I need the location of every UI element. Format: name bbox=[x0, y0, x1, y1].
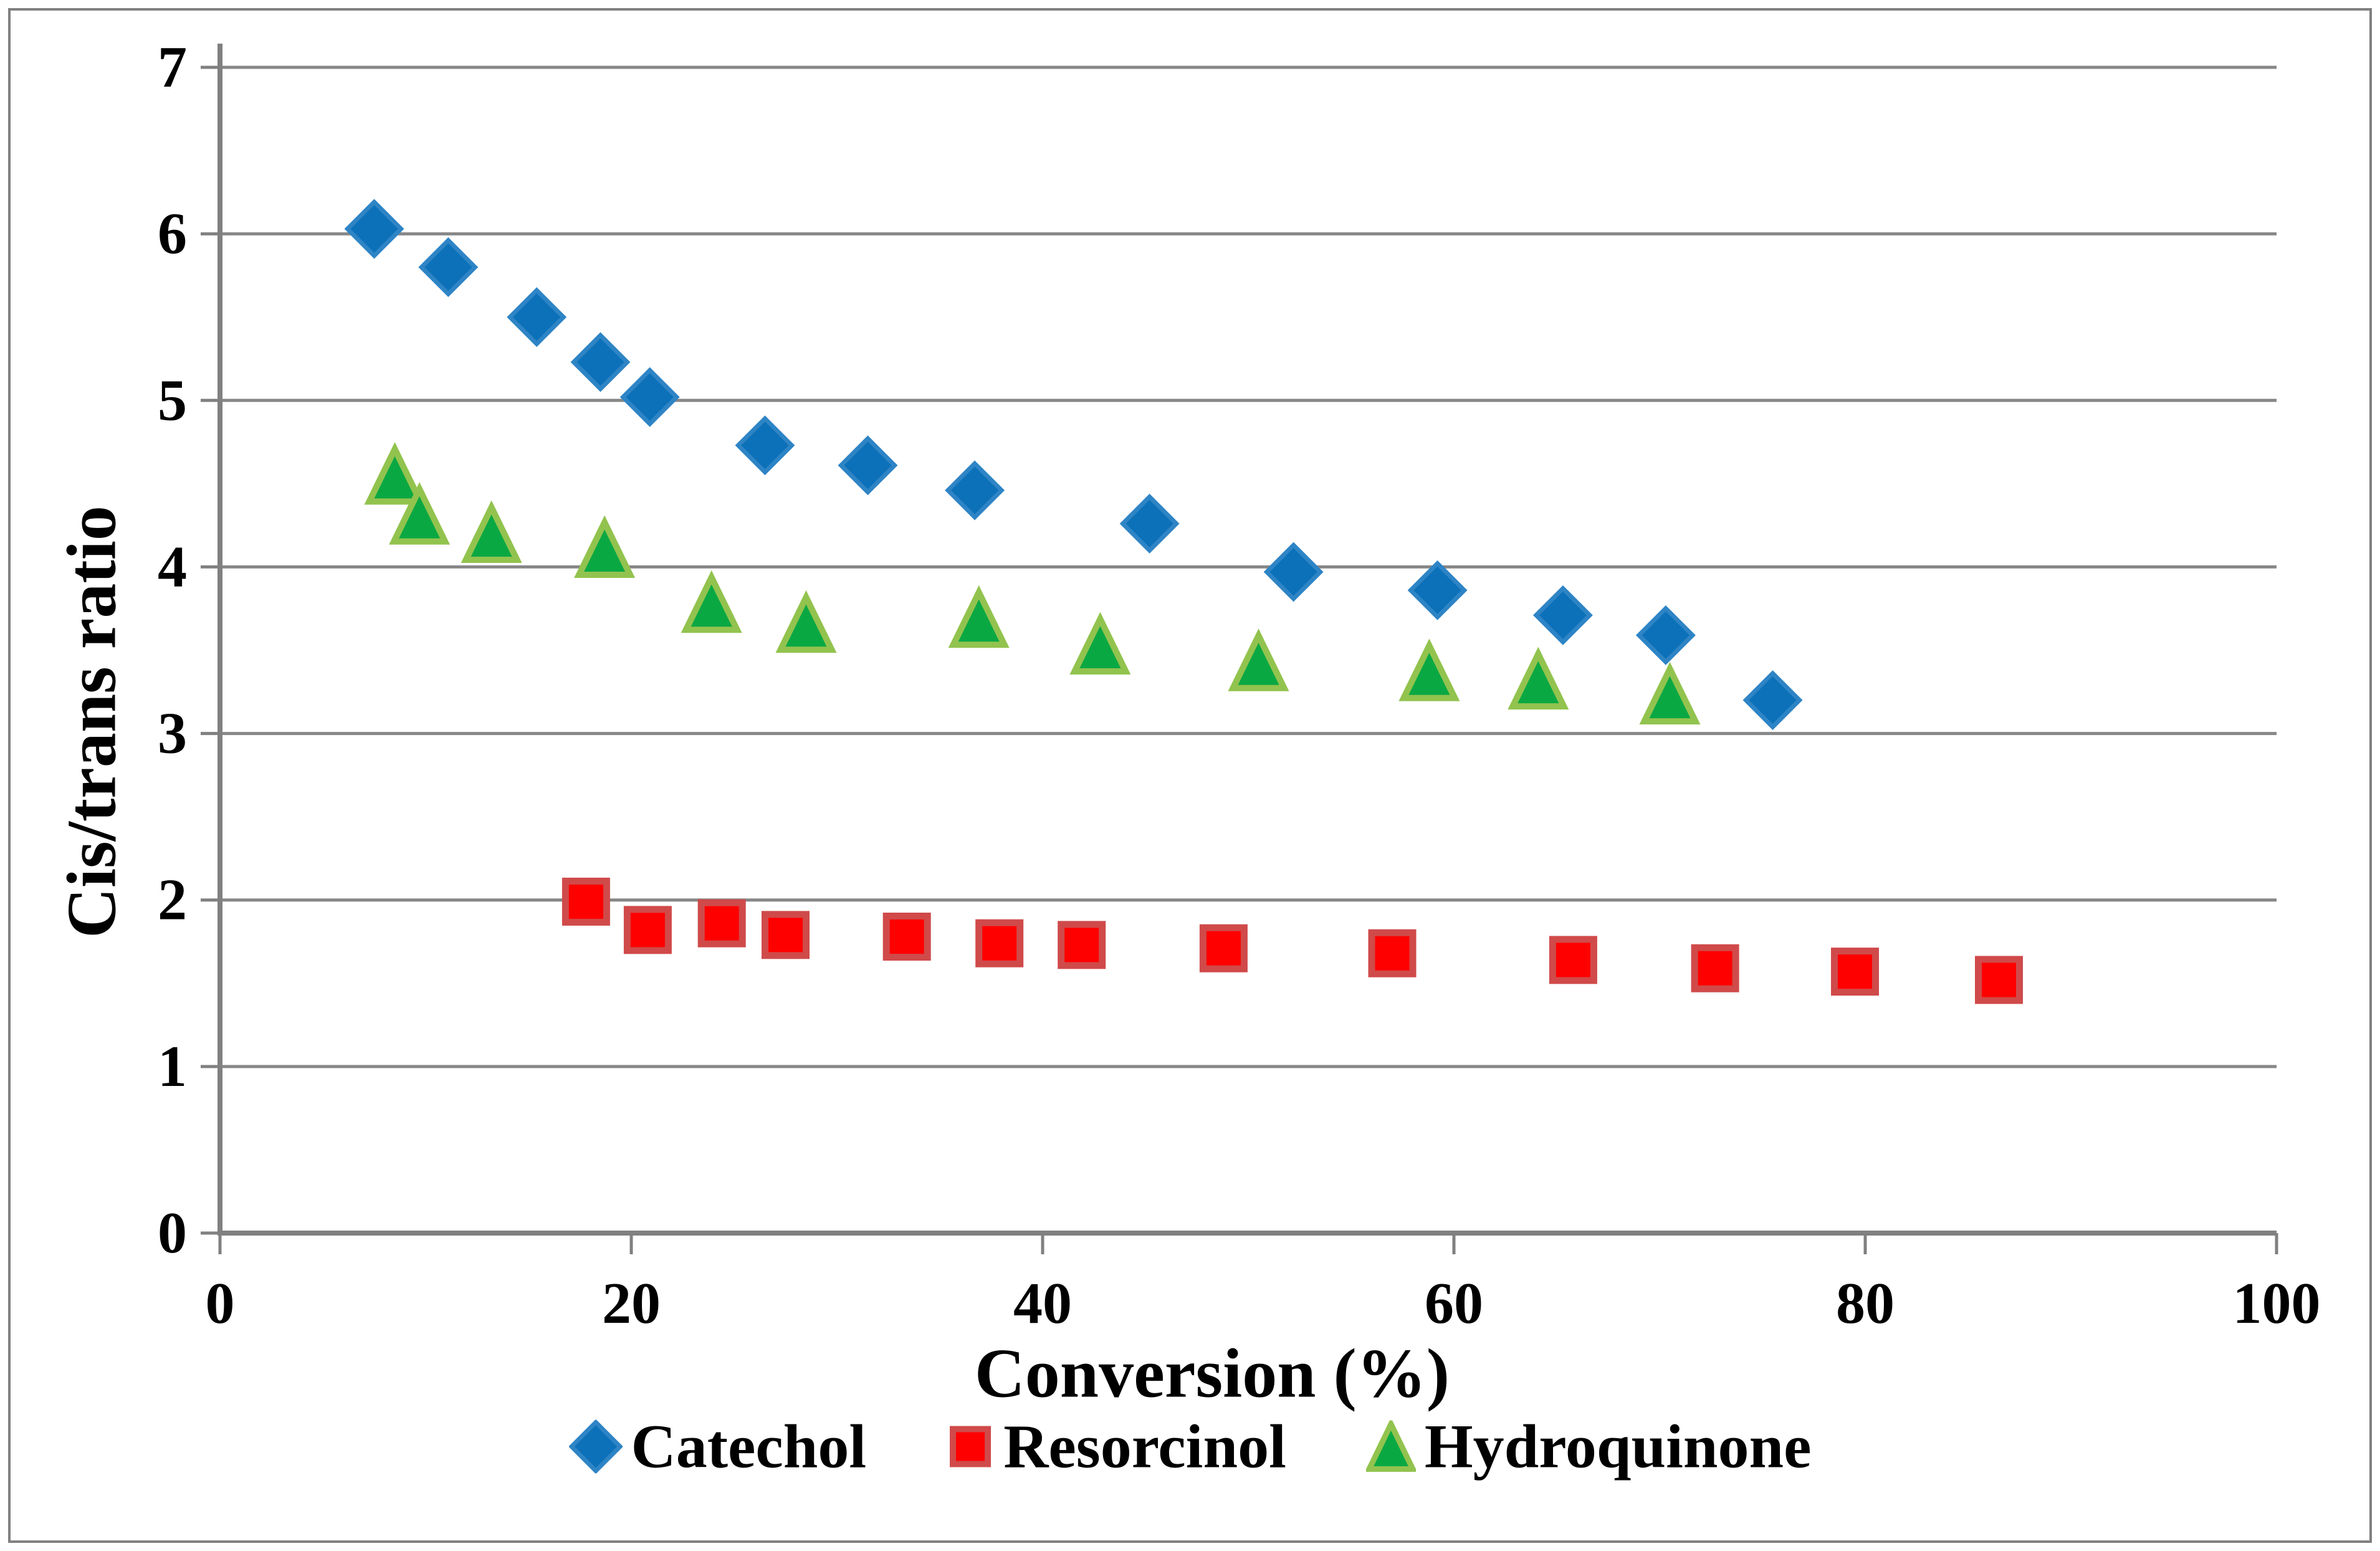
data-point-square bbox=[882, 912, 931, 961]
data-point-triangle bbox=[461, 500, 522, 563]
data-point-triangle bbox=[681, 570, 742, 633]
data-point-diamond bbox=[1635, 605, 1696, 665]
data-point-square bbox=[1058, 921, 1106, 969]
data-point-triangle bbox=[389, 482, 451, 545]
y-tick-label: 4 bbox=[158, 534, 187, 599]
data-point-square bbox=[697, 899, 746, 948]
y-tick-label: 3 bbox=[158, 701, 187, 766]
y-tick-label: 5 bbox=[158, 368, 187, 433]
data-point-triangle bbox=[948, 585, 1010, 648]
data-point-square bbox=[1975, 956, 2023, 1004]
data-point-diamond bbox=[838, 435, 898, 496]
data-point-triangle bbox=[1228, 628, 1289, 691]
y-tick-label: 0 bbox=[158, 1201, 187, 1265]
data-point-square bbox=[1199, 924, 1248, 972]
data-point-triangle bbox=[1069, 612, 1131, 675]
square-icon bbox=[950, 1426, 992, 1467]
y-axis-title: Cis/trans ratio bbox=[53, 506, 131, 938]
data-point-diamond bbox=[418, 237, 479, 297]
y-tick-label: 2 bbox=[158, 868, 187, 933]
legend: Catechol Resorcinol Hydroquinone bbox=[568, 1411, 1812, 1482]
legend-item-hydroquinone: Hydroquinone bbox=[1365, 1411, 1812, 1482]
data-points bbox=[344, 199, 2023, 1004]
data-point-triangle bbox=[574, 515, 636, 579]
y-tick-label: 7 bbox=[158, 35, 187, 100]
data-point-square bbox=[1549, 936, 1597, 984]
axes bbox=[217, 44, 2277, 1236]
data-point-triangle bbox=[1398, 638, 1460, 701]
legend-item-resorcinol: Resorcinol bbox=[946, 1411, 1286, 1482]
data-point-diamond bbox=[507, 287, 567, 347]
data-point-diamond bbox=[1742, 670, 1803, 731]
data-point-diamond bbox=[1407, 560, 1468, 620]
x-tick-label: 0 bbox=[206, 1271, 235, 1336]
data-point-diamond bbox=[1119, 494, 1180, 554]
tick-marks bbox=[201, 65, 2278, 1254]
series-catechol bbox=[344, 199, 1803, 731]
data-point-diamond bbox=[344, 199, 404, 259]
series-resorcinol bbox=[562, 877, 2023, 1004]
legend-label: Catechol bbox=[631, 1411, 867, 1481]
x-tick-label: 100 bbox=[2233, 1271, 2321, 1336]
data-point-diamond bbox=[735, 415, 795, 476]
chart-border bbox=[8, 8, 2372, 1543]
data-point-square bbox=[1368, 929, 1417, 977]
data-point-diamond bbox=[570, 332, 631, 392]
x-tick-label: 80 bbox=[1836, 1271, 1895, 1336]
legend-label: Hydroquinone bbox=[1424, 1411, 1812, 1481]
data-point-diamond bbox=[945, 460, 1005, 521]
data-point-square bbox=[623, 906, 672, 954]
data-point-square bbox=[762, 911, 810, 959]
legend-item-catechol: Catechol bbox=[568, 1411, 867, 1482]
data-point-diamond bbox=[1532, 585, 1593, 645]
data-point-square bbox=[975, 919, 1024, 968]
data-point-triangle bbox=[364, 442, 426, 505]
data-point-triangle bbox=[1639, 661, 1701, 725]
legend-label: Resorcinol bbox=[1003, 1411, 1286, 1481]
data-point-square bbox=[1691, 944, 1739, 992]
data-point-triangle bbox=[775, 590, 837, 653]
series-hydroquinone bbox=[364, 442, 1701, 725]
y-tick-label: 6 bbox=[158, 201, 187, 266]
tick-labels: 0 1 2 3 4 5 6 7 0 20 40 60 80 100 bbox=[158, 35, 2321, 1336]
gridlines bbox=[220, 65, 2277, 1068]
x-tick-label: 60 bbox=[1425, 1271, 1483, 1336]
data-point-square bbox=[1831, 948, 1879, 996]
y-tick-label: 1 bbox=[158, 1034, 187, 1099]
data-point-triangle bbox=[1508, 646, 1569, 710]
triangle-icon bbox=[1365, 1420, 1416, 1472]
x-tick-label: 20 bbox=[602, 1271, 661, 1336]
diamond-icon bbox=[568, 1419, 623, 1473]
x-tick-label: 40 bbox=[1013, 1271, 1072, 1336]
data-point-diamond bbox=[619, 367, 680, 427]
x-axis-title: Conversion (%) bbox=[974, 1335, 1450, 1413]
data-point-square bbox=[562, 877, 610, 926]
data-point-diamond bbox=[1263, 542, 1324, 602]
